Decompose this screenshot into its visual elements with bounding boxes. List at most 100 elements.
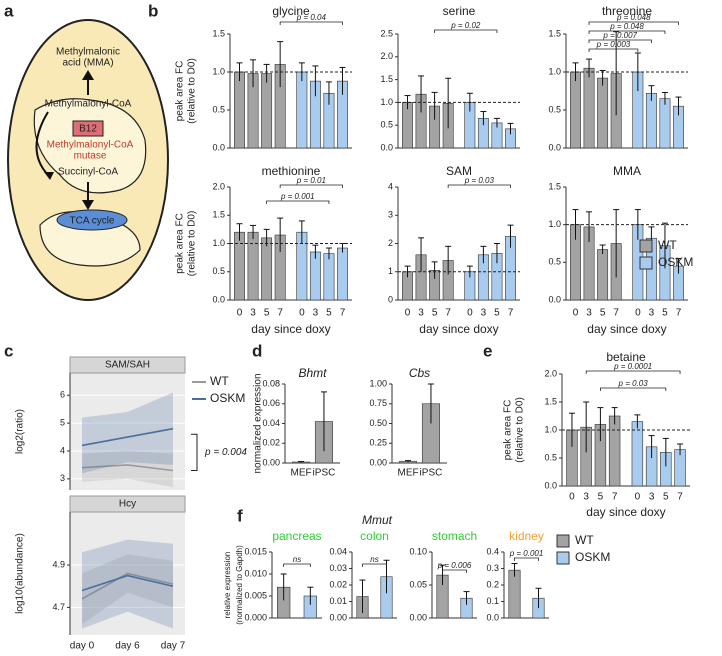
y-axis-label: relative expression bbox=[223, 552, 232, 619]
legend-label: WT bbox=[658, 238, 677, 252]
y-axis-label: peak area FC bbox=[503, 400, 514, 461]
chart-title: stomach bbox=[432, 529, 477, 543]
x-tick-label: 7 bbox=[277, 308, 283, 319]
y-tick-label: 0.02 bbox=[329, 579, 347, 589]
arrow-head bbox=[82, 70, 94, 80]
significance-bracket bbox=[279, 184, 343, 188]
y-tick-label: 0.5 bbox=[548, 104, 561, 114]
bar bbox=[234, 71, 245, 149]
bar bbox=[508, 569, 521, 619]
diagram-label: Methylmalonyl-CoA bbox=[47, 140, 134, 151]
legend-label: OSKM bbox=[658, 255, 693, 269]
chart-title: glycine bbox=[272, 4, 310, 18]
panel-label: f bbox=[237, 506, 243, 525]
y-tick-label: 0.00 bbox=[369, 457, 387, 467]
bar bbox=[659, 98, 671, 149]
line bbox=[81, 464, 174, 472]
annotation: p = 0.04 bbox=[296, 13, 327, 22]
confidence-band bbox=[82, 554, 173, 625]
y-tick-label: 1.0 bbox=[544, 424, 557, 434]
annotation: p = 0.001 bbox=[280, 192, 315, 201]
x-axis-label: day since doxy bbox=[586, 505, 665, 519]
y-tick-label: 4 bbox=[388, 181, 393, 191]
significance-bracket bbox=[279, 21, 343, 25]
x-tick-label: 3 bbox=[250, 308, 256, 319]
crista bbox=[33, 98, 147, 194]
bar bbox=[608, 415, 621, 487]
diagram: Methylmalonic acid (MMA) Methylmalonyl-C… bbox=[7, 19, 169, 301]
chart-title: serine bbox=[443, 4, 476, 18]
x-tick-label: 0 bbox=[405, 308, 411, 319]
annotation: p = 0.048 bbox=[616, 13, 651, 22]
x-tick-label: 3 bbox=[481, 308, 487, 319]
bar bbox=[247, 231, 259, 301]
confidence-band bbox=[82, 451, 173, 488]
figure-title: Mmut bbox=[362, 513, 393, 527]
bar bbox=[296, 71, 308, 149]
y-tick-label: 0.5 bbox=[548, 257, 561, 267]
y-tick-label: 0.01 bbox=[329, 596, 347, 606]
x-axis-label: day since doxy bbox=[251, 322, 330, 336]
y-tick-label: 1.5 bbox=[212, 210, 225, 220]
y-tick-label: 1 bbox=[388, 266, 393, 276]
y-tick-label: 0.0 bbox=[548, 294, 561, 304]
y-tick-label: 0.4 bbox=[486, 546, 499, 556]
y-tick-label: 1.5 bbox=[544, 396, 557, 406]
y-tick-label: 0.015 bbox=[244, 546, 267, 556]
bar bbox=[261, 73, 273, 149]
annotation: p = 0.004 bbox=[204, 447, 247, 458]
confidence-band bbox=[82, 539, 173, 629]
significance-bracket bbox=[588, 39, 652, 43]
y-tick-label: 0.1 bbox=[486, 596, 499, 606]
x-axis-label: day since doxy bbox=[587, 322, 666, 336]
y-tick-label: 0.0 bbox=[544, 480, 557, 490]
x-tick-label: 3 bbox=[649, 492, 655, 503]
bar bbox=[309, 251, 321, 301]
y-tick-label: 0.0 bbox=[212, 294, 225, 304]
y-tick-label: 0.5 bbox=[544, 452, 557, 462]
significance-bracket bbox=[600, 387, 667, 391]
y-tick-label: 0 bbox=[388, 294, 393, 304]
y-tick-label: 0.08 bbox=[262, 378, 280, 388]
panel-label: d bbox=[252, 341, 262, 360]
annotation: p = 0.02 bbox=[450, 21, 481, 30]
y-tick-label: 3 bbox=[60, 473, 65, 483]
legend-swatch bbox=[639, 239, 653, 253]
annotation: ns bbox=[370, 555, 378, 564]
y-tick-label: 1.0 bbox=[380, 97, 393, 107]
x-tick-label: iPSC bbox=[313, 468, 336, 479]
x-tick-label: 7 bbox=[676, 308, 682, 319]
legend-swatch bbox=[556, 551, 570, 565]
significance-bracket bbox=[514, 557, 539, 561]
y-tick-label: 0.10 bbox=[409, 546, 427, 556]
x-tick-label: 7 bbox=[445, 308, 451, 319]
x-tick-label: 0 bbox=[299, 308, 305, 319]
x-tick-label: 7 bbox=[613, 308, 619, 319]
annotation: p = 0.01 bbox=[296, 176, 326, 185]
y-tick-label: 0.00 bbox=[329, 612, 347, 622]
x-tick-label: day 7 bbox=[161, 641, 186, 652]
legend-swatch bbox=[556, 534, 570, 548]
y-tick-label: 2 bbox=[388, 238, 393, 248]
line bbox=[81, 574, 174, 592]
x-tick-label: 0 bbox=[467, 308, 473, 319]
y-tick-label: 0.5 bbox=[380, 120, 393, 130]
line bbox=[81, 572, 174, 600]
x-axis-label: day since doxy bbox=[419, 322, 498, 336]
y-tick-label: 0.05 bbox=[409, 579, 427, 589]
y-axis-label: (normalized to Gapdh) bbox=[235, 545, 244, 625]
chart-title: Cbs bbox=[409, 366, 430, 380]
x-tick-label: 3 bbox=[586, 308, 592, 319]
annotation: p = 0.003 bbox=[596, 40, 631, 49]
y-tick-label: 4.7 bbox=[52, 602, 65, 612]
x-tick-label: 7 bbox=[508, 308, 514, 319]
y-axis-label: log10(abundance) bbox=[15, 533, 26, 614]
x-tick-label: 0 bbox=[635, 308, 641, 319]
diagram-label: Methylmalonic bbox=[56, 47, 120, 58]
x-tick-label: 0 bbox=[237, 308, 243, 319]
annotation: p = 0.03 bbox=[464, 176, 495, 185]
diagram-label: TCA cycle bbox=[69, 216, 114, 227]
line bbox=[81, 427, 174, 447]
x-tick-label: MEF bbox=[397, 468, 418, 479]
